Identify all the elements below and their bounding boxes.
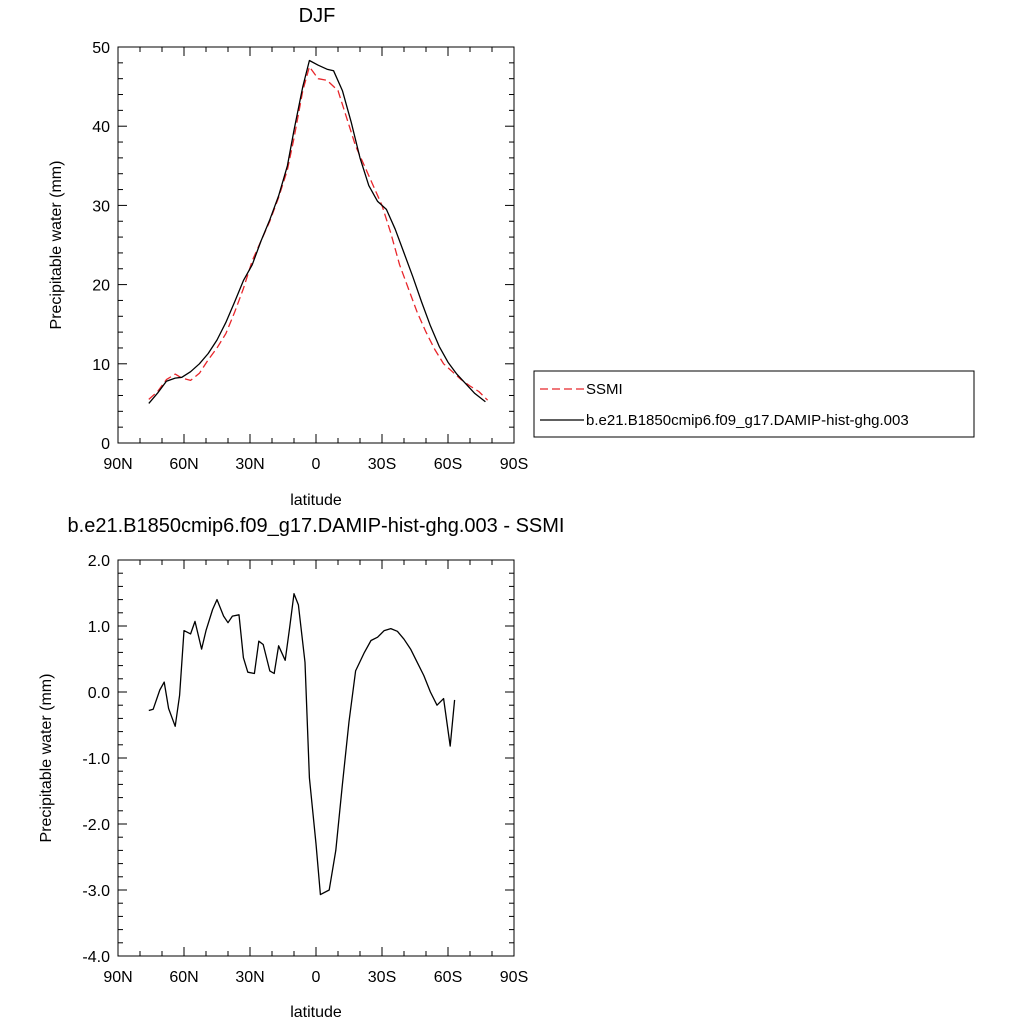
y-tick-label: 2.0: [88, 553, 110, 570]
plot-frame: [117, 46, 515, 444]
y-tick-label: 20: [92, 278, 110, 295]
axis-ticks: [117, 46, 515, 444]
tick-labels: 90N 60N 30N 0 30S 60S 90S -4.0 -3.0 -2.0 -1.0 0.0 1.…: [82, 553, 528, 986]
x-tick-label: 0: [312, 969, 321, 986]
chart-djf: DJF Precipitable water (mm) latitude 90N…: [48, 5, 528, 509]
y-tick-label: 1.0: [88, 619, 110, 636]
chart-title: b.e21.B1850cmip6.f09_g17.DAMIP-hist-ghg.…: [68, 515, 565, 537]
y-axis-label: Precipitable water (mm): [38, 674, 55, 843]
y-tick-label: 40: [92, 119, 110, 136]
x-tick-label: 30N: [235, 969, 264, 986]
y-tick-label: -1.0: [82, 751, 110, 768]
series-group: [148, 593, 456, 896]
plot-frame: [117, 559, 515, 957]
y-tick-label: 10: [92, 357, 110, 374]
x-axis-label: latitude: [290, 492, 342, 509]
series-line-ssmi: [148, 66, 489, 401]
x-axis-label: latitude: [290, 1004, 342, 1021]
x-tick-label: 90S: [500, 969, 528, 986]
series-line-model: [148, 593, 456, 896]
x-tick-label: 30N: [235, 456, 264, 473]
x-tick-label: 60S: [434, 456, 462, 473]
x-tick-label: 90N: [103, 969, 132, 986]
y-tick-label: -4.0: [82, 949, 110, 966]
x-tick-label: 30S: [368, 969, 396, 986]
y-tick-label: -3.0: [82, 883, 110, 900]
y-tick-label: -2.0: [82, 817, 110, 834]
y-tick-label: 30: [92, 198, 110, 215]
x-tick-label: 90N: [103, 456, 132, 473]
legend-box: [533, 370, 975, 438]
y-tick-label: 0: [101, 436, 110, 453]
x-tick-label: 60S: [434, 969, 462, 986]
legend-label-model: b.e21.B1850cmip6.f09_g17.DAMIP-hist-ghg.…: [586, 412, 909, 429]
axis-ticks: [117, 559, 515, 957]
x-tick-label: 90S: [500, 456, 528, 473]
x-tick-label: 0: [312, 456, 321, 473]
series-line-model: [148, 59, 486, 404]
x-tick-label: 60N: [169, 969, 198, 986]
x-tick-label: 30S: [368, 456, 396, 473]
series-group: [148, 59, 489, 404]
chart-difference: b.e21.B1850cmip6.f09_g17.DAMIP-hist-ghg.…: [38, 515, 564, 1021]
y-axis-label: Precipitable water (mm): [48, 161, 65, 330]
tick-labels: 90N 60N 30N 0 30S 60S 90S 0 10 20 30 40 50: [92, 40, 528, 473]
x-tick-label: 60N: [169, 456, 198, 473]
chart-title: DJF: [299, 5, 336, 27]
y-tick-label: 0.0: [88, 685, 110, 702]
legend-label-ssmi: SSMI: [586, 381, 623, 398]
y-tick-label: 50: [92, 40, 110, 57]
legend: SSMI b.e21.B1850cmip6.f09_g17.DAMIP-hist…: [533, 370, 975, 438]
